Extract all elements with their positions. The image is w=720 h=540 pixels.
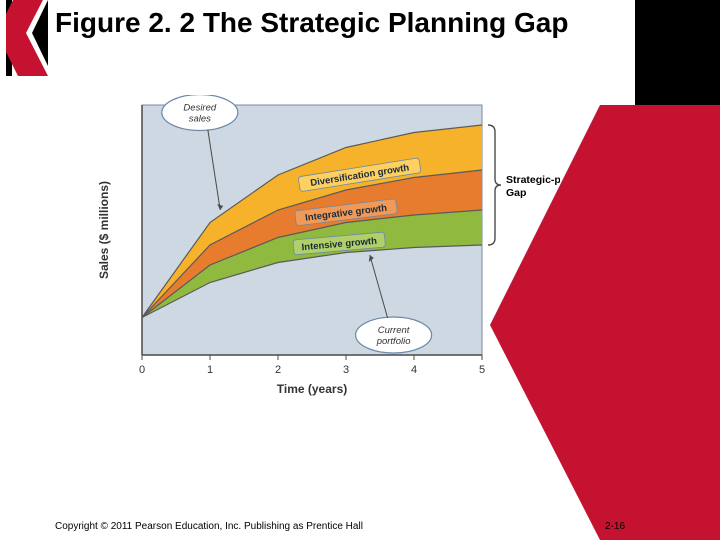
copyright-text: Copyright © 2011 Pearson Education, Inc.… [55,521,363,532]
figure-title: Figure 2. 2 The Strategic Planning Gap [55,6,605,40]
slide: Figure 2. 2 The Strategic Planning Gap 0… [0,0,720,540]
x-tick-label: 4 [411,364,417,376]
callout-current-portfolio-text: Current [378,325,410,336]
x-axis-label: Time (years) [277,382,347,396]
x-tick-label: 1 [207,364,213,376]
callout-desired-sales-text: Desired [183,103,216,114]
logo-k-icon [6,0,48,76]
x-tick-label: 5 [479,364,485,376]
gap-bracket [488,125,501,245]
gap-label-2: Gap [506,187,526,199]
callout-current-portfolio-text: portfolio [376,336,411,347]
x-tick-label: 3 [343,364,349,376]
x-tick-label: 2 [275,364,281,376]
page-number: 2-16 [605,521,625,532]
gap-label-1: Strategic-planning [506,174,560,186]
y-axis-label: Sales ($ millions) [97,181,111,279]
callout-desired-sales-text: sales [189,114,211,125]
chart-canvas: 012345Time (years)Sales ($ millions)Dive… [80,95,560,425]
strategic-gap-chart: 012345Time (years)Sales ($ millions)Dive… [80,95,560,425]
x-tick-label: 0 [139,364,145,376]
